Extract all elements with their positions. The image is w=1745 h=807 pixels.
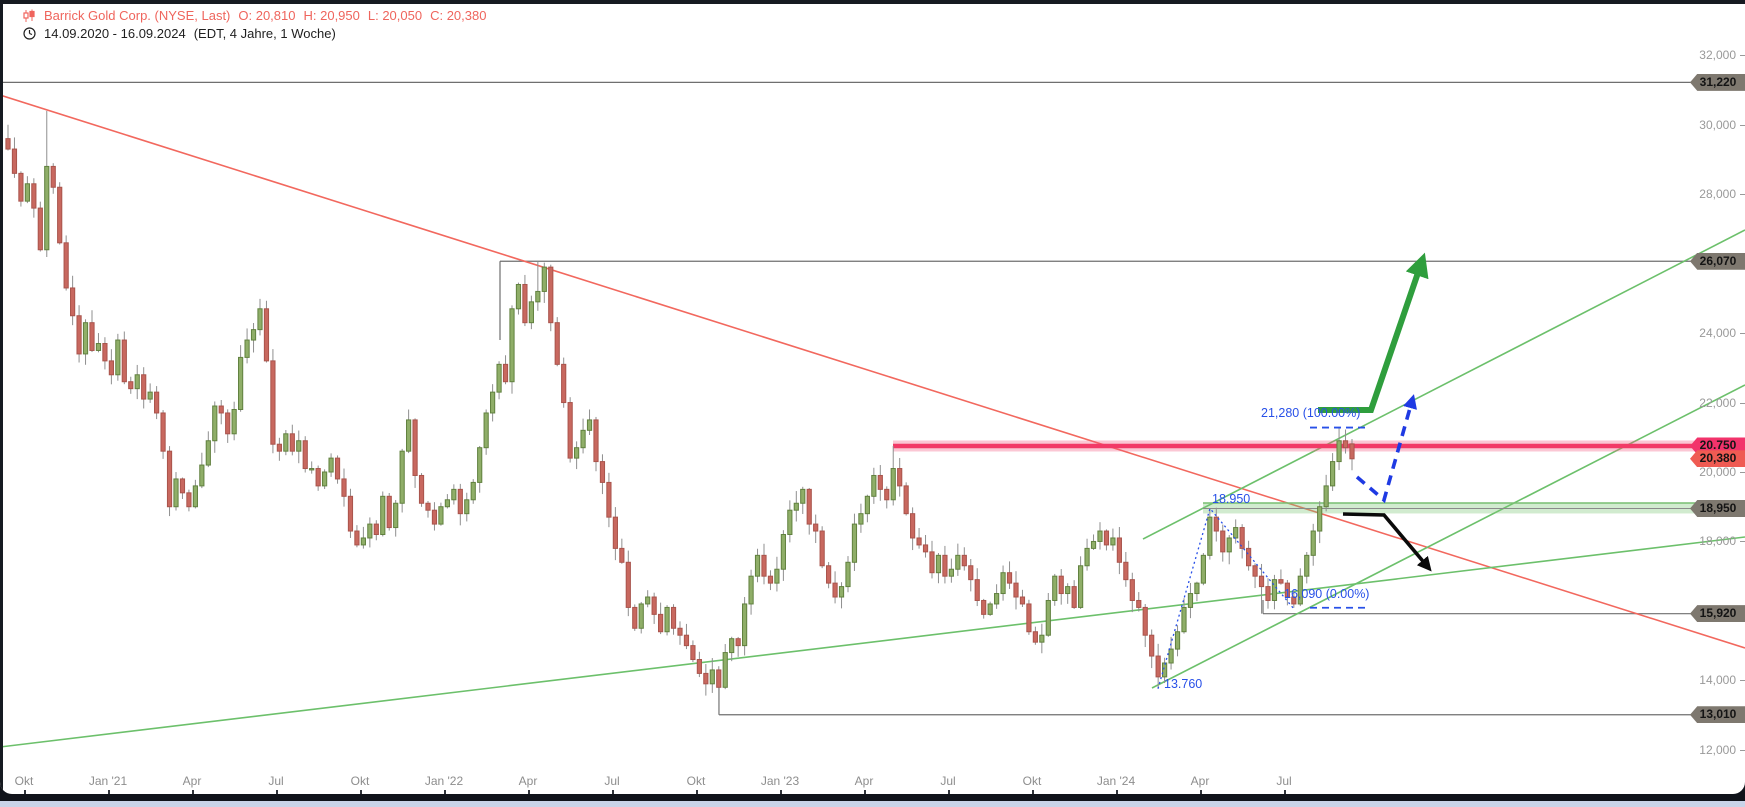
interval-info: (EDT, 4 Jahre, 1 Woche) [193,26,336,41]
time-tick-mark [192,790,194,794]
time-tick-mark [24,790,26,794]
price-tick-label: 32,000 [1699,48,1736,63]
time-tick-label: Okt [350,774,370,788]
fib-label: 18.950 [1212,492,1251,506]
price-badge-20750: 20.750 [1690,437,1745,455]
time-tick-mark [1200,790,1202,794]
price-tick-mark [1740,402,1745,404]
green-projection-arrow[interactable] [1318,252,1429,413]
symbol-ohlc-row: Barrick Gold Corp. (NYSE, Last) O: 20,81… [22,8,486,23]
ohlc-open: O: 20,810 [238,8,296,23]
fib-label: 16,090 (0.00%) [1284,587,1370,601]
fib-label: 13.760 [1164,677,1203,691]
date-range: 14.09.2020 - 16.09.2024 [44,26,186,41]
chart-header: Barrick Gold Corp. (NYSE, Last) O: 20,81… [22,8,486,41]
time-tick-mark [612,790,614,794]
time-tick-mark [948,790,950,794]
price-tick-label: 18,000 [1699,534,1736,549]
price-tick-mark [1740,333,1745,335]
price-badge-18950: 18,950 [1690,499,1745,517]
time-tick-label: Jul [1276,774,1292,788]
time-tick-label: Jul [604,774,620,788]
time-tick-mark [1116,790,1118,794]
time-tick-label: Jul [268,774,284,788]
price-badge-26070: 26,070 [1690,252,1745,270]
symbol-title: Barrick Gold Corp. (NYSE, Last) [44,8,231,23]
price-tick-label: 12,000 [1699,742,1736,757]
time-tick-label: Okt [14,774,34,788]
price-tick-label: 24,000 [1699,326,1736,341]
time-tick-mark [528,790,530,794]
price-tick-mark [1740,472,1745,473]
price-badge-15920: 15,920 [1690,605,1745,623]
time-tick-label: Jan '24 [1096,774,1136,788]
time-tick-mark [696,790,698,794]
price-tick-mark [1740,541,1745,543]
time-tick-label: Jan '21 [88,774,128,788]
time-tick-mark [276,790,278,794]
time-tick-mark [444,790,446,794]
price-tick-label: 22,000 [1699,395,1736,410]
ohlc-low: L: 20,050 [367,8,423,23]
taskbar-strip [0,801,1745,807]
price-tick-mark [1740,680,1745,682]
window-top-edge [0,0,1745,4]
time-tick-label: Apr [854,774,874,788]
chart-canvas[interactable] [0,0,1745,770]
time-tick-mark [864,790,866,794]
time-tick-mark [780,790,782,794]
clock-icon [22,27,36,41]
time-tick-label: Apr [182,774,202,788]
ohlc-high: H: 20,950 [303,8,360,23]
black-scenario-arrow[interactable] [1342,512,1432,572]
date-range-row: 14.09.2020 - 16.09.2024 (EDT, 4 Jahre, 1… [22,26,486,41]
time-tick-label: Apr [518,774,538,788]
price-tick-label: 28,000 [1699,187,1736,202]
time-tick-label: Okt [1022,774,1042,788]
price-tick-label: 30,000 [1699,117,1736,132]
time-tick-label: Jul [940,774,956,788]
price-tick-label: 20,000 [1699,465,1736,479]
window-left-edge [0,0,3,794]
price-tick-mark [1740,194,1745,196]
price-badge-20380: 20,380 [1690,450,1745,468]
price-badge-13010: 13,010 [1690,706,1745,724]
price-tick-mark [1740,55,1745,57]
time-tick-label: Jan '23 [760,774,800,788]
time-tick-label: Apr [1190,774,1210,788]
time-tick-label: Jan '22 [424,774,464,788]
ohlc-close: C: 20,380 [430,8,487,23]
blue-dashed-scenario-arrow[interactable] [1355,394,1417,504]
price-badge-31220: 31,220 [1690,73,1745,91]
time-tick-mark [360,790,362,794]
price-tick-mark [1740,124,1745,126]
price-tick-label: 14,000 [1699,673,1736,688]
time-tick-mark [1032,790,1034,794]
time-tick-mark [108,790,110,794]
time-tick-mark [1284,790,1286,794]
price-tick-mark [1740,749,1745,751]
fib-label: 21,280 (100.00%) [1261,406,1361,420]
candlestick-icon [22,9,36,23]
time-tick-label: Okt [686,774,706,788]
